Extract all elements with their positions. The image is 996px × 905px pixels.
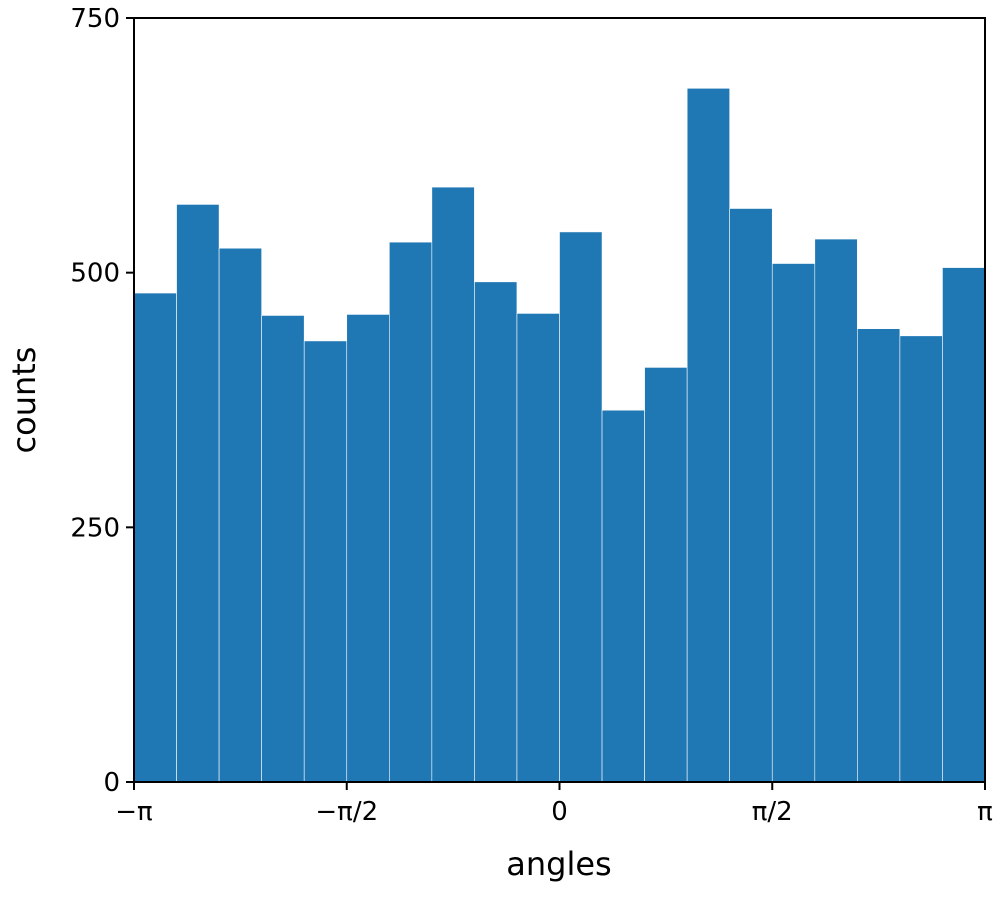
bar [474,281,518,783]
bar [389,241,433,783]
bar [559,231,603,783]
x-tick-label: π [977,797,993,827]
x-axis-label: angles [506,845,611,883]
bar [218,247,262,783]
bar [899,335,943,783]
bar [857,328,901,783]
bar [516,313,560,783]
x-tick-label: −π [115,797,152,827]
x-tick-label: π/2 [752,797,793,827]
bar [176,204,220,783]
y-tick-label: 500 [70,259,120,289]
bar [729,208,773,783]
x-tick-label: 0 [551,797,568,827]
bar [771,263,816,783]
bar [601,409,645,783]
bar [686,87,730,783]
bar [303,340,348,783]
y-tick-label: 250 [70,513,120,543]
bar [942,267,986,783]
bar [133,292,177,783]
y-tick-label: 0 [103,768,120,798]
y-axis-label: counts [5,347,43,454]
bar [814,238,858,783]
bar [261,315,305,783]
bar [644,367,688,783]
bar [431,186,475,783]
y-tick-label: 750 [70,4,120,34]
x-tick-label: −π/2 [315,797,378,827]
bar [346,314,390,783]
